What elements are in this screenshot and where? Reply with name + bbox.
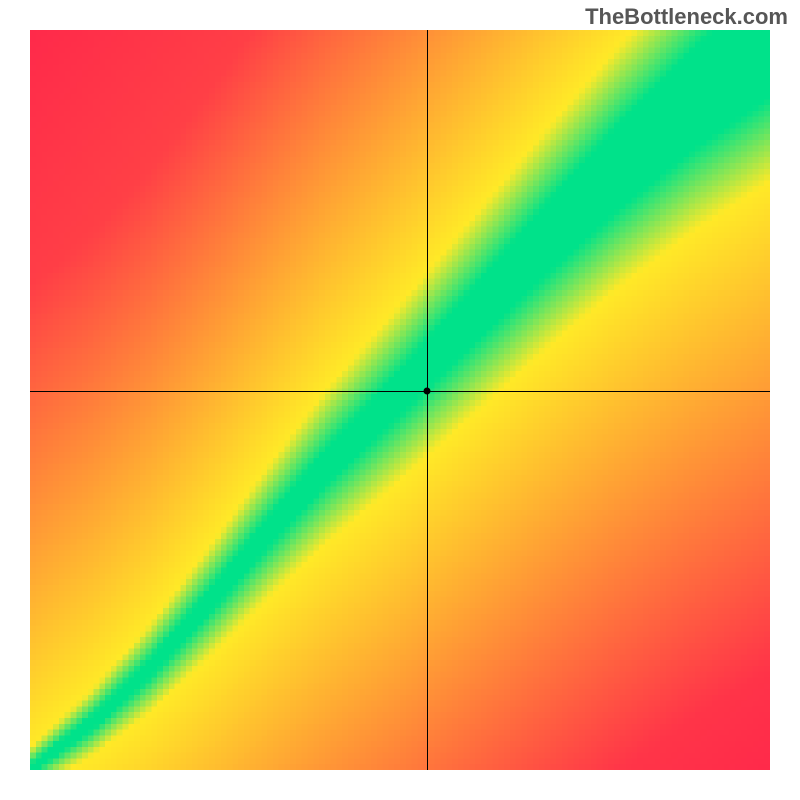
heatmap-chart [30,30,770,770]
crosshair-horizontal [30,391,770,392]
crosshair-marker [424,388,431,395]
page-container: TheBottleneck.com [0,0,800,800]
watermark-text: TheBottleneck.com [585,4,788,30]
heatmap-canvas [30,30,770,770]
crosshair-vertical [427,30,428,770]
